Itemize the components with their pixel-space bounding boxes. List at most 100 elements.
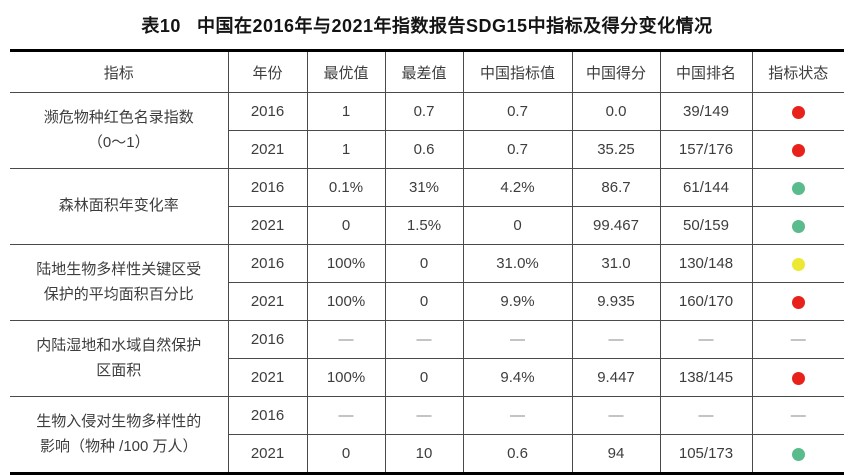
indicator-label: 生物入侵对生物多样性的 (36, 412, 202, 430)
china-rank-cell: 138/145 (659, 358, 753, 397)
status-dot (791, 371, 805, 385)
column-header-best-value: 最优值 (306, 50, 386, 93)
china-score-cell: 94 (571, 434, 661, 474)
indicator-cell: 内陆湿地和水域自然保护 区面积 (10, 320, 229, 397)
best-value-cell: 0 (306, 206, 386, 245)
table-row: 森林面积年变化率 2016 0.1% 31% 4.2% 86.7 61/144 (10, 168, 844, 245)
status-dot (791, 295, 805, 309)
china-value-cell: 0.7 (462, 92, 573, 131)
worst-value-cell: 0 (384, 244, 464, 283)
indicator-label: 影响（物种 /100 万人） (39, 437, 198, 455)
indicator-label: 濒危物种红色名录指数 (43, 108, 194, 126)
china-rank-cell: 130/148 (659, 244, 753, 283)
worst-value-cell: — (384, 320, 464, 359)
indicator-label: 区面积 (96, 361, 142, 379)
china-rank-cell: — (659, 320, 753, 359)
year-cell: 2016 (227, 244, 308, 283)
worst-value-cell: 10 (384, 434, 464, 474)
worst-value-cell: 0.6 (384, 130, 464, 169)
indicator-label: 森林面积年变化率 (58, 197, 179, 215)
year-cell: 2016 (227, 92, 308, 131)
china-rank-cell: 50/159 (659, 206, 753, 245)
best-value-cell: 0 (306, 434, 386, 474)
china-value-cell: 4.2% (462, 168, 573, 207)
column-header-year: 年份 (227, 50, 308, 93)
best-value-cell: — (306, 396, 386, 435)
worst-value-cell: 0.7 (384, 92, 464, 131)
indicator-label: 陆地生物多样性关键区受 (36, 260, 202, 278)
china-score-cell: 31.0 (571, 244, 661, 283)
worst-value-cell: 0 (384, 358, 464, 397)
best-value-cell: 0.1% (306, 168, 386, 207)
year-cell: 2021 (228, 358, 308, 397)
column-header-worst-value: 最差值 (384, 50, 464, 93)
china-value-cell: 0.6 (462, 434, 573, 474)
china-rank-cell: 160/170 (659, 282, 753, 321)
year-cell: 2021 (228, 282, 308, 321)
year-cell: 2016 (227, 320, 308, 359)
china-value-cell: 9.4% (462, 358, 573, 397)
column-header-china-value: 中国指标值 (462, 50, 573, 93)
year-cell: 2021 (228, 206, 308, 245)
status-cell (751, 92, 844, 131)
worst-value-cell: 31% (384, 168, 464, 207)
china-rank-cell: — (659, 396, 753, 435)
best-value-cell: 1 (306, 130, 386, 169)
status-dot (791, 219, 805, 233)
china-score-cell: 9.935 (571, 282, 661, 321)
china-value-cell: 31.0% (462, 244, 573, 283)
best-value-cell: 1 (306, 92, 386, 131)
worst-value-cell: 1.5% (384, 206, 464, 245)
china-value-cell: — (462, 396, 573, 435)
indicator-cell: 陆地生物多样性关键区受 保护的平均面积百分比 (10, 244, 229, 321)
year-cell: 2021 (228, 434, 308, 474)
column-header-china-rank: 中国排名 (659, 50, 753, 93)
china-rank-cell: 105/173 (659, 434, 753, 474)
status-cell (751, 206, 844, 245)
sdg15-indicator-table: 指标 年份 最优值 最差值 中国指标值 中国得分 中国排名 指标状态 濒危物种红… (10, 49, 844, 475)
status-cell (751, 130, 844, 169)
status-dot (791, 447, 805, 461)
worst-value-cell: 0 (384, 282, 464, 321)
china-value-cell: — (462, 320, 573, 359)
china-score-cell: — (571, 396, 661, 435)
best-value-cell: 100% (306, 358, 386, 397)
china-value-cell: 0.7 (462, 130, 573, 169)
year-cell: 2016 (227, 396, 308, 435)
indicator-label: （0～1） (87, 133, 150, 151)
status-cell (751, 434, 844, 474)
china-score-cell: 9.447 (571, 358, 661, 397)
status-cell (751, 282, 844, 321)
indicator-cell: 生物入侵对生物多样性的 影响（物种 /100 万人） (10, 396, 229, 474)
status-cell (751, 358, 844, 397)
indicator-cell: 濒危物种红色名录指数 （0～1） (10, 92, 229, 169)
header-row: 指标 年份 最优值 最差值 中国指标值 中国得分 中国排名 指标状态 (10, 50, 844, 93)
indicator-label: 保护的平均面积百分比 (43, 285, 194, 303)
column-header-china-score: 中国得分 (571, 50, 661, 93)
table-number: 表10 (141, 16, 181, 36)
table-row: 2021 0 1.5% 0 99.467 50/159 (10, 206, 844, 245)
status-dot (791, 181, 805, 195)
china-rank-cell: 61/144 (659, 168, 753, 207)
year-cell: 2016 (227, 168, 308, 207)
china-rank-cell: 39/149 (659, 92, 753, 131)
column-header-status: 指标状态 (751, 50, 844, 93)
table-row: 生物入侵对生物多样性的 影响（物种 /100 万人） 2016 — — — — … (10, 396, 844, 474)
indicator-label: 内陆湿地和水域自然保护 (36, 336, 202, 354)
status-cell (751, 168, 844, 207)
table-row: 2021 0 10 0.6 94 105/173 (10, 434, 844, 474)
china-score-cell: 0.0 (571, 92, 661, 131)
table-row: 2021 100% 0 9.9% 9.935 160/170 (10, 282, 844, 321)
worst-value-cell: — (384, 396, 464, 435)
table-row: 内陆湿地和水域自然保护 区面积 2016 — — — — — — (10, 320, 844, 397)
status-cell: — (751, 396, 844, 435)
status-dot: — (790, 407, 806, 424)
china-value-cell: 9.9% (462, 282, 573, 321)
status-dot (791, 105, 805, 119)
china-score-cell: — (571, 320, 661, 359)
status-cell (751, 244, 844, 283)
page-title: 表10 中国在2016年与2021年指数报告SDG15中指标及得分变化情况 (10, 12, 844, 38)
best-value-cell: 100% (306, 244, 386, 283)
table-title-text: 中国在2016年与2021年指数报告SDG15中指标及得分变化情况 (196, 16, 713, 36)
